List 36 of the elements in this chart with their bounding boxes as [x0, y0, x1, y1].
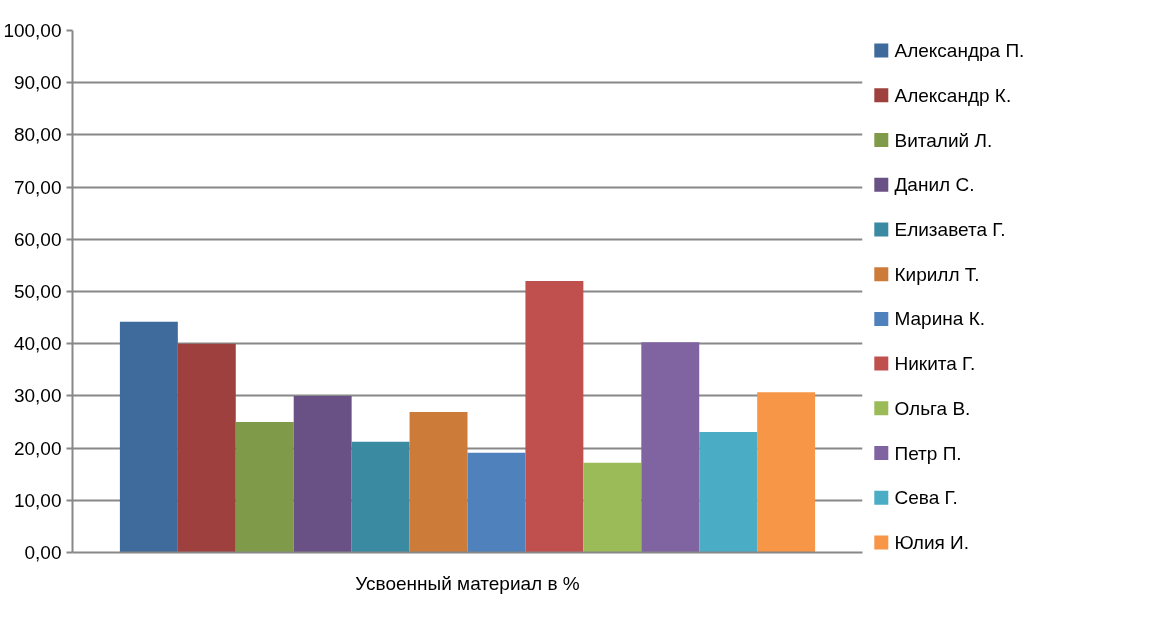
y-tick-label: 70,00 — [13, 176, 62, 198]
y-tick-label: 60,00 — [13, 228, 62, 250]
legend-label: Юлия И. — [894, 531, 970, 553]
legend-label: Виталий Л. — [894, 129, 993, 151]
legend-label: Никита Г. — [894, 353, 976, 375]
y-tick-label: 30,00 — [13, 385, 62, 407]
y-tick-label: 10,00 — [13, 489, 62, 511]
bar — [293, 395, 352, 553]
bar — [699, 431, 758, 553]
bar — [641, 342, 700, 553]
legend-label: Кирилл Т. — [894, 263, 980, 285]
y-tick-label: 40,00 — [13, 333, 62, 355]
y-tick-label: 80,00 — [13, 124, 62, 146]
y-tick-label: 20,00 — [13, 437, 62, 459]
legend-label: Александр К. — [894, 84, 1012, 106]
legend-label: Елизавета Г. — [894, 218, 1006, 240]
legend-label: Петр П. — [894, 442, 962, 464]
y-tick-label: 0,00 — [24, 542, 62, 563]
bar — [467, 452, 526, 553]
legend-label: Александра П. — [894, 40, 1025, 62]
legend-label: Ольга В. — [894, 397, 971, 419]
legend-label: Данил С. — [894, 174, 975, 196]
x-tick-label: Усвоенный материал в % — [355, 572, 580, 594]
bar — [177, 343, 236, 553]
legend-label: Марина К. — [894, 308, 985, 330]
y-tick-label: 90,00 — [13, 72, 62, 94]
bar — [119, 321, 178, 553]
bar — [757, 392, 816, 553]
y-tick-label: 100,00 — [3, 20, 62, 41]
bar — [235, 422, 294, 553]
bar — [409, 412, 468, 553]
bar — [583, 462, 642, 553]
legend-label: Сева Г. — [894, 487, 958, 509]
bar — [351, 441, 410, 553]
bar — [525, 281, 584, 553]
y-tick-label: 50,00 — [13, 281, 62, 302]
